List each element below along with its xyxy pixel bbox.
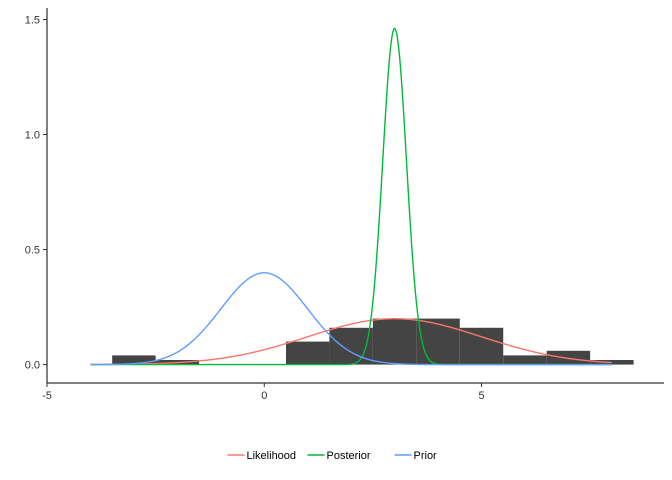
series-line-posterior (90, 27, 612, 366)
x-ticks: -5 0 5 (42, 383, 485, 402)
histogram-bars (112, 318, 634, 365)
series-line-likelihood (90, 317, 612, 366)
histogram-bar (416, 318, 460, 365)
series-line-prior (90, 272, 612, 366)
legend-label: Likelihood (247, 450, 297, 462)
legend-label: Prior (414, 450, 438, 462)
series-lines (90, 27, 612, 366)
axes: -5 0 5 0.0 0.5 1.0 1.5 (25, 8, 664, 402)
x-tick-label: 0 (261, 390, 267, 402)
x-tick-label: 5 (478, 390, 484, 402)
legend: Likelihood Posterior Prior (227, 450, 438, 462)
legend-label: Posterior (327, 450, 371, 462)
y-ticks: 0.0 0.5 1.0 1.5 (25, 15, 47, 372)
legend-item-likelihood: Likelihood (227, 450, 297, 462)
histogram-bar (459, 327, 504, 365)
histogram-bar (112, 355, 156, 365)
y-tick-label: 1.0 (25, 130, 40, 142)
legend-item-posterior: Posterior (307, 450, 371, 462)
y-tick-label: 0.0 (25, 360, 40, 372)
y-tick-label: 1.5 (25, 15, 40, 27)
histogram-bar (503, 355, 547, 365)
x-tick-label: -5 (42, 390, 52, 402)
histogram-bar (285, 341, 330, 365)
legend-item-prior: Prior (394, 450, 438, 462)
y-tick-label: 0.5 (25, 245, 40, 257)
histogram-bar (372, 318, 417, 365)
